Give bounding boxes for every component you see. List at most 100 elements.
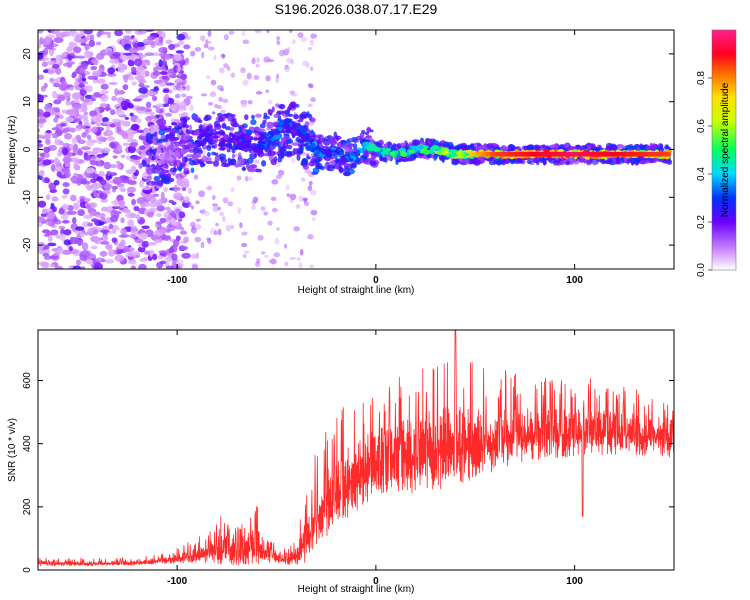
noise-blob <box>54 157 59 166</box>
spectral-blob <box>206 152 211 158</box>
spectral-blob <box>190 167 195 174</box>
ridge-blob <box>429 149 434 155</box>
noise-blob <box>102 121 113 125</box>
noise-blob <box>142 186 152 191</box>
spectral-blob <box>364 131 370 136</box>
noise-blob <box>218 96 223 102</box>
noise-blob <box>265 89 270 94</box>
noise-blob <box>310 209 318 216</box>
spectral-blob <box>445 141 449 149</box>
noise-blob <box>66 46 73 53</box>
snr-frame <box>37 329 675 571</box>
noise-blob <box>158 250 167 254</box>
spectral-blob <box>250 119 257 126</box>
noise-blob <box>44 177 50 184</box>
spectral-blob <box>214 155 220 163</box>
noise-blob <box>81 177 88 185</box>
noise-blob <box>72 145 78 152</box>
noise-blob <box>141 225 150 230</box>
noise-blob <box>181 112 189 118</box>
noise-blob <box>89 34 95 42</box>
noise-blob <box>134 75 145 81</box>
noise-blob <box>100 240 110 245</box>
ridge-blob <box>305 137 310 142</box>
noise-blob <box>128 246 134 251</box>
noise-blob <box>170 118 179 124</box>
noise-blob <box>132 37 138 42</box>
spectral-blob <box>221 162 228 168</box>
noise-blob <box>138 179 145 188</box>
noise-blob <box>106 33 112 39</box>
noise-blob <box>161 235 172 241</box>
noise-blob <box>41 135 52 140</box>
noise-blob <box>299 248 304 256</box>
ridge-blob <box>326 153 332 158</box>
noise-blob <box>93 190 98 198</box>
spectral-blob <box>251 130 259 134</box>
ridge-blob <box>360 149 364 154</box>
ridge-blob <box>385 151 389 155</box>
ridge-blob <box>301 138 307 143</box>
noise-blob <box>102 117 109 123</box>
noise-blob <box>111 185 119 190</box>
noise-blob <box>83 214 93 220</box>
spectral-blob <box>361 130 366 134</box>
noise-blob <box>152 70 161 76</box>
spectrogram-y-tick-label: 10 <box>22 96 33 108</box>
noise-blob <box>184 35 192 41</box>
noise-blob <box>47 234 53 243</box>
noise-blob <box>69 237 80 245</box>
spectral-blob <box>163 127 172 132</box>
spectral-blob <box>379 155 383 162</box>
noise-blob <box>114 88 119 97</box>
spectral-blob <box>412 153 417 159</box>
noise-blob <box>46 60 55 66</box>
noise-blob <box>100 94 109 103</box>
noise-blob <box>144 52 154 57</box>
noise-blob <box>155 103 164 108</box>
spectral-blob <box>326 164 335 172</box>
spectral-blob <box>158 129 166 136</box>
spectral-blob <box>375 141 380 147</box>
noise-blob <box>176 33 186 41</box>
ridge-blob <box>431 145 438 150</box>
noise-blob <box>170 218 177 223</box>
noise-blob <box>62 156 72 163</box>
noise-blob <box>60 213 69 221</box>
noise-blob <box>119 186 126 191</box>
noise-blob <box>298 262 303 269</box>
spectral-blob <box>201 155 208 163</box>
ridge-blob <box>259 136 265 141</box>
noise-blob <box>302 60 310 67</box>
ridge-blob <box>267 130 275 135</box>
noise-blob <box>75 124 86 129</box>
noise-blob <box>85 85 93 93</box>
noise-blob <box>307 103 314 108</box>
spectral-blob <box>249 164 258 169</box>
noise-blob <box>215 222 219 227</box>
noise-blob <box>43 111 51 118</box>
noise-blob <box>304 201 310 207</box>
spectral-blob <box>205 160 214 165</box>
noise-blob <box>246 176 254 182</box>
noise-blob <box>176 67 181 73</box>
ridge-blob <box>342 158 348 163</box>
noise-blob <box>54 265 64 269</box>
noise-blob <box>218 211 225 217</box>
noise-blob <box>68 108 78 117</box>
noise-blob <box>158 47 168 54</box>
ridge-blob <box>200 141 205 147</box>
spectral-blob <box>236 158 245 165</box>
noise-blob <box>124 30 132 34</box>
spectral-blob <box>302 158 307 162</box>
noise-blob <box>122 142 130 146</box>
noise-blob <box>241 242 248 248</box>
noise-blob <box>109 164 118 169</box>
ridge-blob <box>443 149 449 155</box>
noise-blob <box>168 43 176 51</box>
spectral-blob <box>645 145 650 152</box>
spectral-blob <box>169 136 178 142</box>
noise-blob <box>127 59 135 67</box>
noise-blob <box>55 234 62 239</box>
